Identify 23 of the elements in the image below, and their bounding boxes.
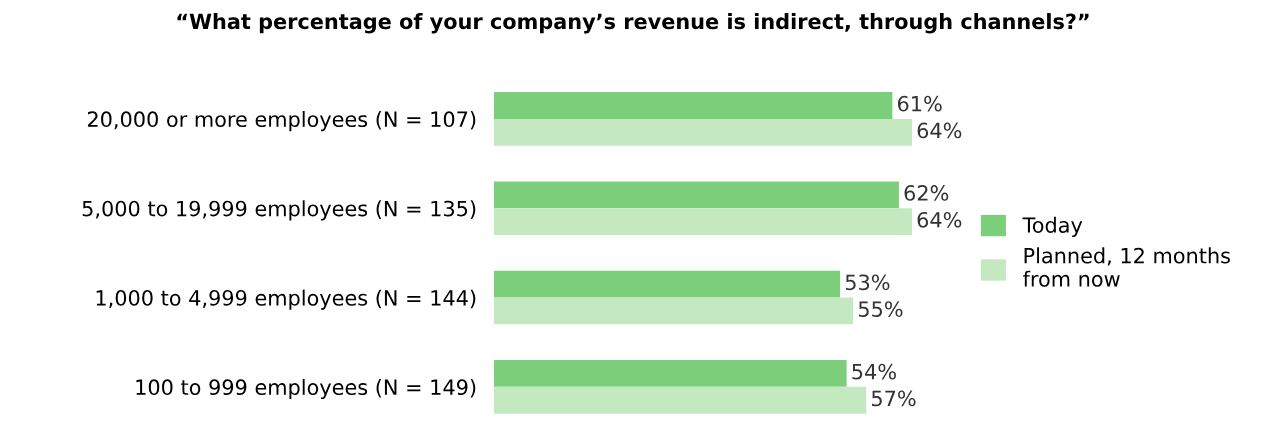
bar: [493, 297, 854, 325]
bar: [493, 92, 893, 119]
bar: [493, 270, 841, 298]
y-tick-label: 100 to 999 employees (N = 149): [136, 378, 476, 400]
y-tick-label: 1,000 to 4,999 employees (N = 144): [96, 289, 476, 310]
data-label: 55%: [858, 301, 903, 317]
bar: [493, 208, 912, 236]
data-label: 54%: [852, 363, 896, 380]
legend-label: Today: [1022, 216, 1083, 237]
data-label: 57%: [872, 390, 916, 407]
data-label: 62%: [904, 185, 949, 201]
data-label: 64%: [917, 122, 962, 139]
data-label: 53%: [845, 274, 890, 291]
chart-title: “What percentage of your company’s revenue is indirect, through channels?”: [177, 13, 1089, 34]
data-label: 61%: [897, 95, 942, 112]
y-tick-label: 5,000 to 19,999 employees (N = 135): [82, 200, 476, 221]
bar: [493, 360, 847, 387]
legend-label: Planned, 12 months from now: [1023, 247, 1230, 287]
bar: [493, 118, 912, 146]
bar: [493, 386, 867, 414]
data-label: 64%: [917, 211, 962, 228]
y-tick-label: 20,000 or more employees (N = 107): [87, 110, 476, 132]
bar: [493, 181, 899, 209]
